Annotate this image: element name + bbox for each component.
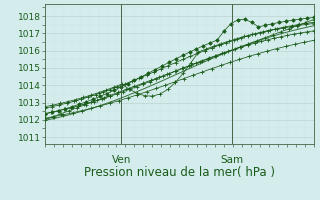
Text: Ven: Ven — [112, 155, 131, 165]
Text: Sam: Sam — [220, 155, 243, 165]
X-axis label: Pression niveau de la mer( hPa ): Pression niveau de la mer( hPa ) — [84, 166, 275, 179]
